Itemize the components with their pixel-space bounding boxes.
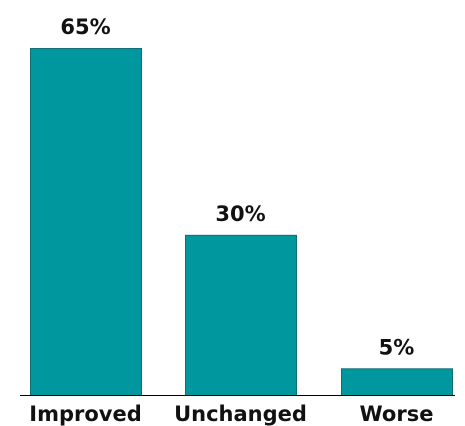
bars-layer [30,48,453,396]
bar-worse [341,368,453,396]
category-label-improved: Improved [29,402,141,426]
bar-improved [30,48,142,396]
value-label-worse: 5% [379,335,415,359]
category-label-worse: Worse [360,402,434,426]
labels-layer: 65% Improved 30% Unchanged 5% Worse [29,15,433,426]
category-label-unchanged: Unchanged [174,402,307,426]
value-label-unchanged: 30% [215,202,265,226]
value-label-improved: 65% [60,15,110,39]
bar-unchanged [185,234,297,396]
